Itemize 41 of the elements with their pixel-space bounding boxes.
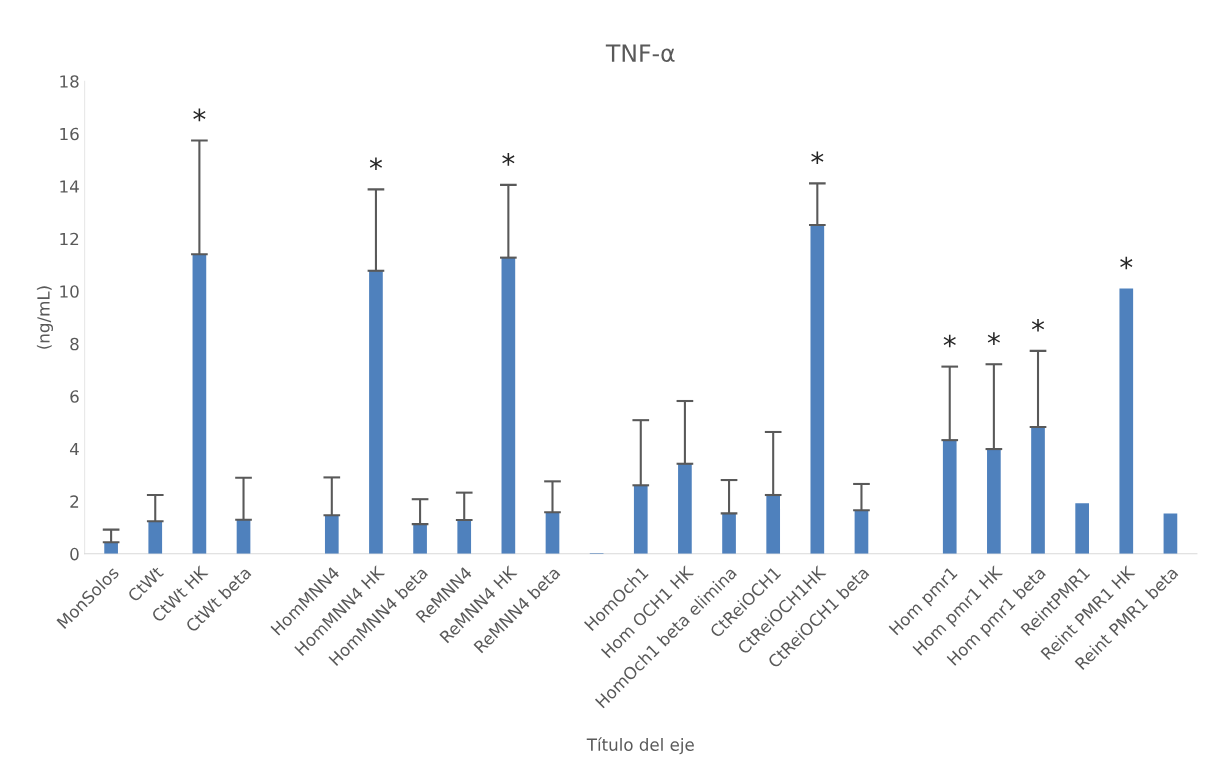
y-tick-label: 14 bbox=[60, 180, 79, 193]
annotation: * bbox=[811, 151, 824, 165]
bar bbox=[678, 463, 692, 554]
bar bbox=[854, 510, 869, 554]
bar bbox=[633, 485, 648, 554]
bar bbox=[1031, 427, 1045, 554]
bar bbox=[413, 524, 427, 554]
annotation: * bbox=[943, 334, 956, 348]
annotation: * bbox=[193, 108, 206, 122]
bar bbox=[457, 519, 472, 554]
y-axis-title: (ng/mL) bbox=[36, 286, 54, 349]
bar bbox=[545, 512, 560, 554]
y-tick-label: 8 bbox=[70, 337, 79, 351]
annotation: * bbox=[502, 152, 515, 166]
bar bbox=[766, 495, 781, 554]
bar bbox=[369, 270, 383, 554]
bar bbox=[810, 225, 825, 554]
annotation: * bbox=[369, 157, 383, 171]
y-tick-label: 6 bbox=[70, 390, 79, 403]
bar bbox=[722, 513, 736, 554]
annotation: * bbox=[1120, 256, 1133, 270]
bar bbox=[148, 521, 163, 554]
y-tick-label: 0 bbox=[70, 547, 79, 561]
chart-title: TNF-α bbox=[605, 44, 675, 63]
y-tick-label: 4 bbox=[69, 442, 79, 456]
bar bbox=[1075, 503, 1089, 554]
bar bbox=[324, 515, 339, 554]
bar bbox=[987, 449, 1001, 554]
annotation: * bbox=[1031, 318, 1045, 332]
y-tick-label: 18 bbox=[60, 75, 79, 88]
bar bbox=[501, 257, 516, 554]
y-tick-label: 16 bbox=[60, 127, 79, 141]
y-tick-label: 10 bbox=[60, 285, 79, 298]
y-tick-label: 2 bbox=[70, 495, 79, 508]
bar bbox=[192, 254, 207, 554]
y-tick-label: 12 bbox=[60, 232, 79, 246]
bar bbox=[1163, 513, 1178, 554]
bar bbox=[1119, 288, 1134, 554]
annotation: * bbox=[987, 332, 1000, 345]
x-axis-title: Título del eje bbox=[586, 737, 694, 755]
bar bbox=[942, 440, 957, 554]
